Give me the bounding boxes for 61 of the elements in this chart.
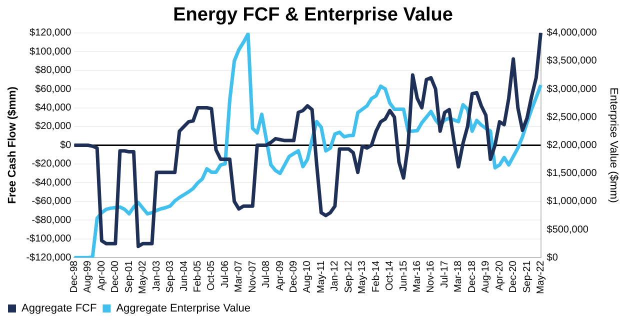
y2-tick-label: $3,500,000	[546, 56, 598, 67]
x-tick-label: Aug-10	[302, 260, 314, 293]
x-tick-label: Dec-09	[288, 260, 300, 293]
y2-tick-label: $4,000,000	[546, 28, 598, 39]
x-tick-label: Mar-07	[234, 260, 245, 292]
x-tick-label: Jan-12	[330, 260, 341, 292]
y-tick-label: $20,000	[35, 121, 72, 132]
x-tick-label: Nov-16	[426, 260, 437, 293]
y-tick-label: -$100,000	[26, 234, 72, 245]
x-tick-label: Jul-06	[220, 260, 231, 288]
y2-tick-label: $2,500,000	[546, 112, 598, 123]
legend-label: Aggregate Enterprise Value	[116, 302, 251, 315]
x-tick-label: Mar-18	[453, 260, 464, 292]
x-tick-label: May-11	[316, 260, 327, 294]
x-tick-label: Dec-18	[466, 260, 478, 293]
x-tick-label: Jul-08	[261, 260, 272, 288]
y2-tick-label: $3,000,000	[546, 84, 598, 95]
x-tick-label: Sep-12	[343, 260, 354, 293]
x-tick-label: Apr-09	[274, 260, 286, 291]
y-tick-label: $120,000	[30, 28, 72, 39]
x-tick-label: Feb-14	[370, 260, 382, 292]
x-tick-label: Aug-19	[480, 260, 492, 293]
y2-tick-label: $1,500,000	[546, 168, 598, 180]
x-tick-label: Jun-04	[178, 260, 190, 292]
x-tick-label: Sep-01	[124, 260, 135, 293]
x-tick-label: Oct-14	[384, 260, 396, 291]
chart-title: Energy FCF & Enterprise Value	[173, 4, 453, 26]
x-tick-label: Dec-20	[508, 260, 520, 293]
x-tick-label: Mar-16	[412, 260, 424, 292]
y-tick-label: $0	[60, 140, 72, 151]
x-tick-label: Oct-05	[206, 260, 218, 291]
y-tick-label: -$20,000	[32, 158, 72, 170]
x-tick-label: Jul-17	[439, 260, 450, 288]
y2-tick-label: $0	[546, 252, 558, 264]
x-tick-label: Dec-00	[110, 260, 122, 293]
y2-tick-label: $2,000,000	[546, 140, 598, 151]
x-tick-label: May-13	[357, 260, 368, 294]
y-tick-label: -$40,000	[32, 177, 72, 188]
x-tick-label: Sep-03	[165, 260, 176, 293]
x-tick-label: Feb-05	[192, 260, 204, 292]
y-tick-label: $60,000	[35, 84, 72, 95]
y-tick-label: $40,000	[35, 102, 72, 114]
y2-tick-label: $1,000,000	[546, 196, 598, 208]
y-tick-label: -$80,000	[32, 214, 72, 226]
x-tick-label: Nov-07	[247, 260, 258, 293]
y-tick-label: $80,000	[35, 65, 72, 76]
x-tick-label: Jun-15	[398, 260, 410, 292]
x-tick-label: Apr-20	[494, 260, 506, 291]
legend-label: Aggregate FCF	[22, 302, 97, 315]
y-axis-title: Free Cash Flow ($mm)	[6, 86, 19, 204]
x-tick-label: Jan-03	[151, 260, 162, 292]
y2-axis-title: Enterprise Value ($mm)	[607, 88, 620, 203]
x-tick-label: Apr-00	[96, 260, 108, 291]
x-tick-label: May-02	[138, 260, 149, 294]
y-tick-label: $100,000	[30, 46, 72, 58]
x-tick-label: Dec-98	[68, 260, 80, 293]
y2-tick-label: $500,000	[546, 224, 589, 236]
x-tick-label: Aug-99	[82, 260, 94, 293]
y-tick-label: -$60,000	[32, 196, 72, 208]
x-tick-label: May-22	[536, 260, 546, 294]
x-tick-label: Sep-21	[522, 260, 533, 293]
